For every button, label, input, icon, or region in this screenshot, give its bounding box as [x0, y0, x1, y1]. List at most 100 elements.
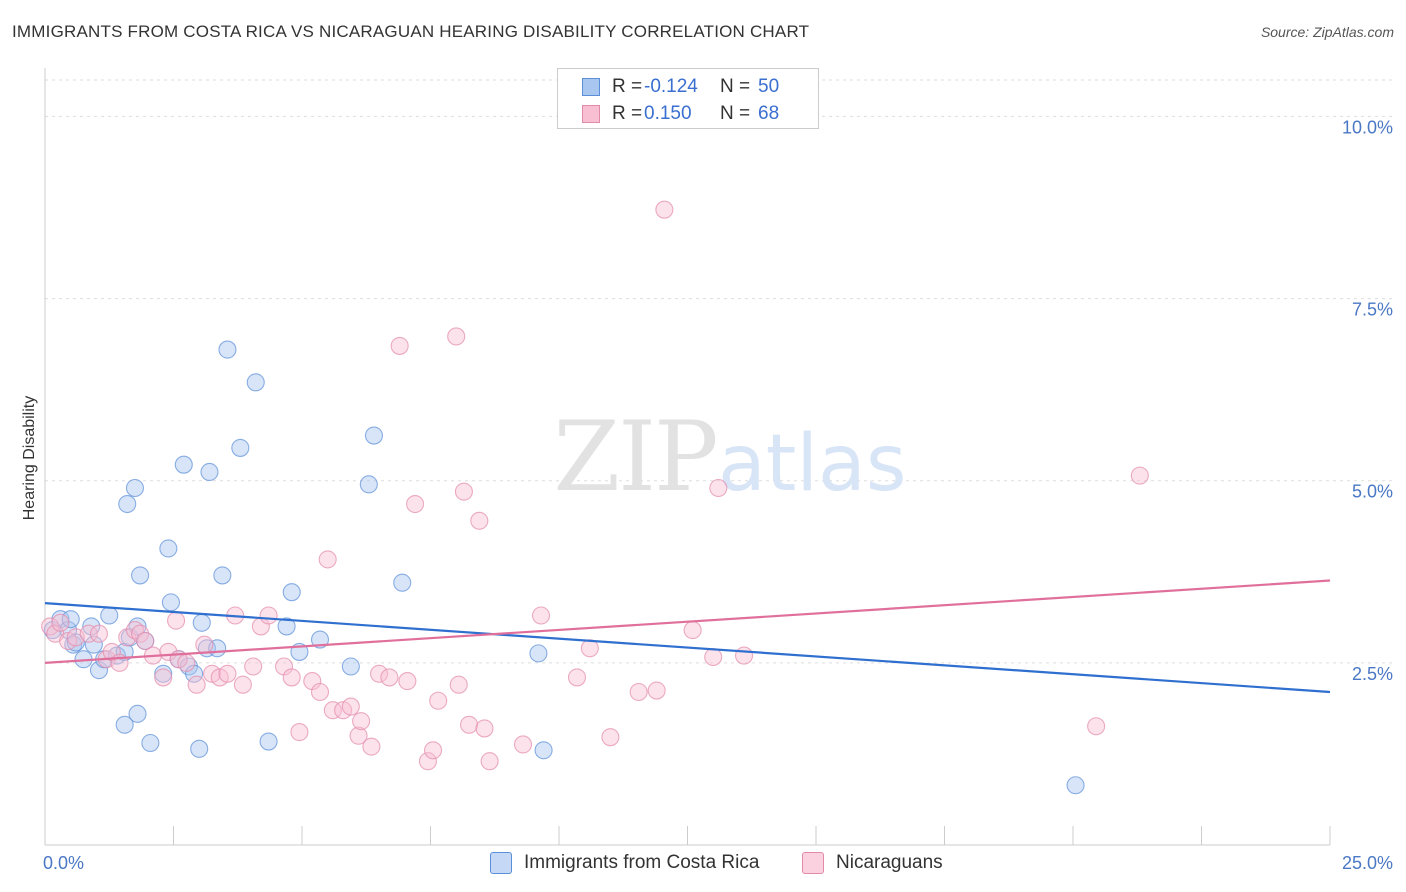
data-point: [480, 752, 499, 771]
data-point: [370, 664, 389, 683]
legend-item-nicaraguans[interactable]: Nicaraguans: [802, 852, 943, 874]
data-point: [424, 741, 443, 760]
data-point: [259, 732, 278, 751]
n-value: 50: [758, 76, 780, 97]
legend-swatch-costa-rica: [490, 852, 512, 874]
r-value: 0.150: [644, 103, 692, 124]
stats-swatch-costa-rica: [582, 78, 600, 96]
data-point: [66, 633, 85, 652]
y-tick-label: 7.5%: [1352, 300, 1393, 320]
data-point: [131, 566, 150, 585]
data-point: [683, 621, 702, 640]
data-point: [470, 511, 489, 530]
data-point: [323, 701, 342, 720]
data-point: [362, 737, 381, 756]
data-point: [310, 630, 330, 649]
data-point: [125, 478, 144, 498]
data-point: [647, 681, 666, 700]
series-layer: [41, 200, 1149, 795]
data-point: [79, 624, 98, 643]
source-credit: Source: ZipAtlas.com: [1260, 24, 1394, 40]
data-point: [259, 606, 278, 625]
data-point: [84, 635, 103, 654]
r-label: R =: [612, 103, 643, 124]
data-point: [282, 668, 301, 687]
data-point: [190, 739, 209, 758]
series-legend: Immigrants from Costa Rica Nicaraguans: [0, 852, 1406, 878]
data-point: [380, 668, 399, 687]
data-point: [310, 682, 330, 702]
data-point: [1087, 717, 1106, 736]
data-point: [282, 583, 301, 602]
data-point: [447, 327, 466, 346]
data-point: [349, 726, 368, 745]
legend-label-costa-rica: Immigrants from Costa Rica: [524, 852, 760, 873]
data-point: [174, 455, 193, 474]
tick-labels: 2.5% 5.0% 7.5% 10.0% 0.0% 25.0%: [43, 117, 1393, 873]
data-point: [655, 200, 674, 219]
data-point: [128, 704, 147, 723]
data-point: [167, 611, 186, 630]
data-point: [531, 606, 551, 625]
trend-line: [44, 579, 1331, 664]
n-label: N =: [720, 76, 751, 97]
legend-swatch-nicaraguans: [802, 852, 824, 874]
data-point: [277, 617, 296, 636]
data-point: [459, 715, 479, 734]
trend-layer: [44, 579, 1331, 694]
data-point: [1066, 776, 1085, 795]
data-point: [341, 697, 360, 716]
stats-row-nicaraguans: R = 0.150 N = 68: [582, 102, 779, 126]
legend-label-nicaraguans: Nicaraguans: [836, 852, 943, 873]
watermark: ZIP atlas: [553, 401, 906, 513]
x-tick-label: 0.0%: [43, 853, 84, 873]
data-point: [390, 336, 409, 355]
data-point: [159, 539, 178, 558]
data-point: [233, 675, 252, 694]
trend-line: [44, 602, 1331, 694]
data-point: [352, 712, 371, 731]
data-point: [734, 646, 754, 665]
data-point: [100, 606, 119, 625]
data-point: [187, 675, 206, 694]
legend-item-costa-rica[interactable]: Immigrants from Costa Rica: [490, 852, 759, 874]
data-point: [61, 610, 80, 629]
watermark-atlas: atlas: [718, 419, 907, 509]
data-point: [359, 475, 378, 494]
data-point: [475, 719, 494, 738]
data-point: [406, 494, 425, 514]
data-point: [231, 438, 250, 457]
r-value: -0.124: [644, 76, 698, 97]
data-point: [200, 462, 219, 482]
n-label: N =: [720, 103, 751, 124]
axes: [44, 68, 1331, 846]
data-point: [64, 635, 83, 654]
data-point: [51, 613, 70, 632]
data-point: [449, 675, 468, 694]
data-point: [218, 664, 237, 683]
data-point: [1130, 466, 1149, 485]
data-point: [192, 613, 211, 632]
data-point: [534, 741, 553, 760]
data-point: [454, 482, 473, 501]
data-point: [567, 668, 587, 687]
watermark-zip: ZIP: [553, 401, 716, 513]
data-point: [218, 340, 237, 359]
series-1: [41, 200, 1149, 771]
chart-title: IMMIGRANTS FROM COSTA RICA VS NICARAGUAN…: [12, 22, 810, 41]
data-point: [244, 657, 263, 676]
data-point: [213, 566, 232, 585]
data-point: [364, 426, 384, 445]
data-point: [89, 624, 109, 643]
gridlines: [45, 79, 1392, 664]
data-point: [418, 752, 437, 771]
data-point: [136, 631, 155, 651]
data-point: [195, 635, 214, 654]
data-point: [580, 639, 599, 658]
data-point: [118, 494, 137, 514]
r-label: R =: [612, 76, 643, 97]
data-point: [115, 715, 134, 734]
data-point: [704, 647, 723, 667]
data-point: [529, 644, 548, 663]
